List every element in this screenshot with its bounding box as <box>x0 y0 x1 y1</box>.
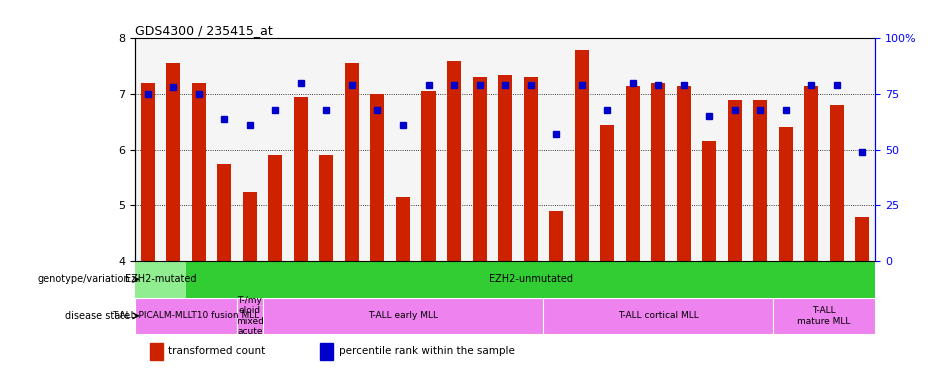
Bar <box>217 164 231 261</box>
Bar <box>779 127 793 261</box>
Bar <box>268 156 282 261</box>
Bar <box>320 343 333 360</box>
Bar <box>473 78 487 261</box>
Text: T-ALL
mature MLL: T-ALL mature MLL <box>798 306 851 326</box>
Bar <box>804 86 818 261</box>
Bar <box>600 125 614 261</box>
Bar <box>319 156 333 261</box>
Bar <box>263 298 544 334</box>
Text: genotype/variation: genotype/variation <box>38 274 130 285</box>
Bar <box>498 74 512 261</box>
Bar <box>830 105 843 261</box>
Text: T-ALL early MLL: T-ALL early MLL <box>368 311 438 320</box>
Bar <box>422 91 436 261</box>
Bar <box>651 83 666 261</box>
Text: T-ALL cortical MLL: T-ALL cortical MLL <box>618 311 698 320</box>
Bar <box>574 50 588 261</box>
Bar <box>344 63 359 261</box>
Text: percentile rank within the sample: percentile rank within the sample <box>339 346 515 356</box>
Bar <box>773 298 875 334</box>
Bar <box>677 86 691 261</box>
Text: EZH2-mutated: EZH2-mutated <box>125 274 196 285</box>
Bar <box>167 63 181 261</box>
Text: T-ALL PICALM-MLLT10 fusion MLL: T-ALL PICALM-MLLT10 fusion MLL <box>113 311 260 320</box>
Bar <box>135 298 237 334</box>
Bar <box>544 298 773 334</box>
Bar <box>135 261 186 298</box>
Bar <box>237 298 263 334</box>
Text: GDS4300 / 235415_at: GDS4300 / 235415_at <box>135 24 273 37</box>
Text: disease state: disease state <box>65 311 130 321</box>
Bar <box>626 86 640 261</box>
Bar <box>728 100 742 261</box>
Bar <box>192 83 206 261</box>
Bar <box>150 343 163 360</box>
Bar <box>396 197 410 261</box>
Text: T-/my
eloid
mixed
acute: T-/my eloid mixed acute <box>236 296 263 336</box>
Bar <box>549 211 563 261</box>
Bar <box>141 83 155 261</box>
Bar <box>856 217 870 261</box>
Bar <box>447 61 461 261</box>
Text: transformed count: transformed count <box>169 346 265 356</box>
Text: EZH2-unmutated: EZH2-unmutated <box>489 274 573 285</box>
Bar <box>243 192 257 261</box>
Bar <box>523 78 537 261</box>
Bar <box>753 100 767 261</box>
Bar <box>294 97 308 261</box>
Bar <box>371 94 385 261</box>
Bar <box>702 141 716 261</box>
